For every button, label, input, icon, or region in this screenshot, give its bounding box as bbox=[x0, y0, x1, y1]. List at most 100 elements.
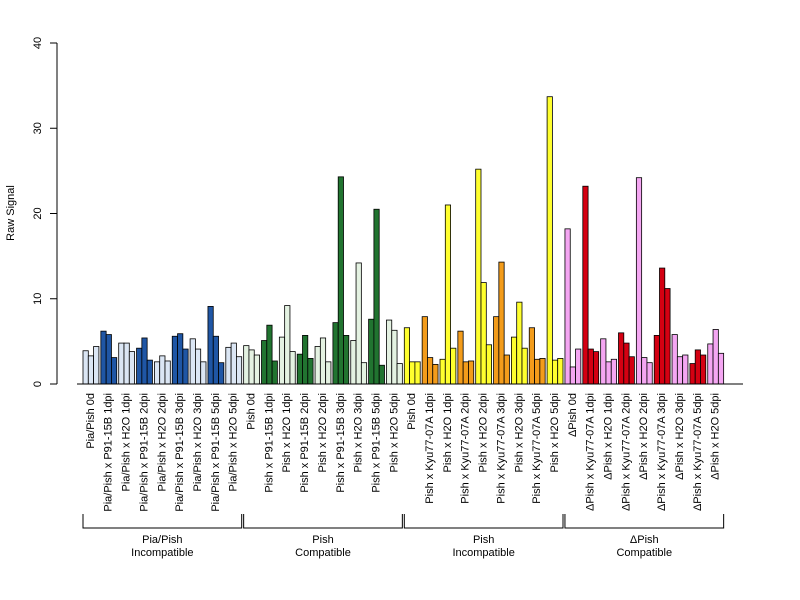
bar bbox=[243, 345, 250, 385]
bar bbox=[200, 361, 207, 385]
group-label-line2: Compatible bbox=[295, 547, 351, 559]
group-bracket bbox=[564, 514, 725, 529]
category-label: Pia/Pish x H2O 3dpi bbox=[192, 393, 204, 491]
category-label: ΔPish 0d bbox=[567, 393, 579, 437]
bar bbox=[207, 306, 214, 385]
bar bbox=[694, 349, 701, 385]
category-label: Pish x H2O 5dpi bbox=[549, 393, 561, 472]
bar bbox=[676, 356, 684, 385]
bar bbox=[141, 337, 148, 385]
y-axis-label: Raw Signal bbox=[5, 185, 17, 241]
category-label: Pia/Pish x P91-15B 3dpi bbox=[174, 393, 186, 512]
bar bbox=[153, 361, 161, 385]
group-brackets: Pia/PishIncompatiblePishCompatiblePishIn… bbox=[82, 514, 725, 559]
category-label: Pish x P91-15B 1dpi bbox=[263, 393, 275, 493]
bar bbox=[432, 363, 439, 385]
bar bbox=[368, 318, 375, 385]
category-label: Pish x H2O 1dpi bbox=[442, 393, 454, 472]
bar bbox=[396, 363, 403, 385]
category-label: Pish x Kyu77-07A 5dpi bbox=[531, 393, 543, 504]
bar bbox=[582, 185, 589, 385]
bar bbox=[391, 329, 398, 385]
y-tick-label: 20 bbox=[32, 207, 44, 219]
bar bbox=[468, 360, 475, 385]
category-label: Pish x Kyu77-07A 3dpi bbox=[495, 393, 507, 504]
bar bbox=[343, 335, 350, 385]
bar bbox=[539, 358, 546, 385]
bar bbox=[503, 354, 510, 385]
category-label: ΔPish x Kyu77-07A 2dpi bbox=[620, 393, 632, 511]
bar bbox=[218, 362, 225, 385]
category-label: ΔPish x H2O 1dpi bbox=[603, 393, 615, 480]
bar bbox=[618, 332, 625, 385]
bar bbox=[325, 361, 332, 385]
bar bbox=[248, 349, 255, 385]
bar bbox=[587, 348, 594, 385]
bar bbox=[373, 208, 380, 385]
bar bbox=[605, 361, 612, 385]
bar bbox=[557, 358, 564, 385]
bar bbox=[225, 346, 232, 385]
category-label: ΔPish x H2O 3dpi bbox=[674, 393, 686, 480]
bar bbox=[521, 347, 528, 385]
group-bracket bbox=[243, 514, 403, 529]
bar bbox=[403, 327, 410, 385]
bar bbox=[386, 319, 393, 385]
bar bbox=[510, 336, 518, 385]
category-label: Pish x H2O 1dpi bbox=[281, 393, 293, 472]
group-label-line1: Pish bbox=[312, 534, 333, 546]
bar bbox=[450, 347, 457, 385]
category-label: ΔPish x H2O 2dpi bbox=[638, 393, 650, 480]
bar bbox=[546, 96, 553, 385]
bar bbox=[93, 346, 100, 385]
bar bbox=[444, 204, 451, 385]
bar bbox=[128, 351, 136, 385]
bar bbox=[457, 330, 464, 385]
category-label: Pish x H2O 2dpi bbox=[478, 393, 490, 472]
bar bbox=[278, 336, 286, 385]
category-label: Pish x Kyu77-07A 1dpi bbox=[424, 393, 436, 504]
bar bbox=[332, 322, 339, 385]
category-label: Pia/Pish x P91-15B 2dpi bbox=[138, 393, 150, 512]
bar bbox=[689, 363, 696, 385]
bar bbox=[319, 337, 327, 385]
bars bbox=[82, 96, 725, 385]
group-label-line2: Compatible bbox=[616, 547, 672, 559]
category-label: Pia/Pish 0d bbox=[85, 393, 97, 449]
category-label: Pia/Pish x H2O 2dpi bbox=[156, 393, 168, 491]
category-label: Pia/Pish x H2O 1dpi bbox=[121, 393, 133, 491]
bar bbox=[569, 366, 576, 385]
bar bbox=[296, 353, 303, 385]
bar bbox=[87, 355, 95, 385]
bar bbox=[194, 348, 202, 385]
bar bbox=[646, 362, 653, 385]
bar bbox=[462, 361, 469, 385]
group-label-line1: Pish bbox=[473, 534, 494, 546]
bar bbox=[480, 282, 487, 385]
bar bbox=[105, 334, 112, 385]
category-label: Pish x H2O 5dpi bbox=[388, 393, 400, 472]
bar bbox=[189, 338, 196, 385]
bar bbox=[439, 358, 446, 385]
category-label: Pish x P91-15B 2dpi bbox=[299, 393, 311, 493]
bar bbox=[302, 335, 309, 385]
bar bbox=[307, 358, 314, 385]
bar bbox=[212, 335, 219, 385]
bar bbox=[575, 348, 582, 385]
bar bbox=[421, 316, 428, 385]
bar bbox=[623, 342, 630, 385]
bar bbox=[493, 316, 500, 385]
bar bbox=[123, 342, 130, 385]
bar bbox=[641, 357, 648, 385]
bar bbox=[253, 354, 260, 385]
bar bbox=[664, 288, 671, 385]
bar bbox=[552, 359, 559, 385]
y-tick-label: 40 bbox=[32, 37, 44, 49]
category-label: Pish 0d bbox=[406, 393, 418, 430]
bar bbox=[564, 228, 571, 385]
bar bbox=[177, 333, 184, 385]
bar bbox=[118, 342, 125, 385]
bar bbox=[171, 335, 178, 385]
category-label: Pish x H2O 2dpi bbox=[317, 393, 329, 472]
bar bbox=[159, 355, 166, 385]
